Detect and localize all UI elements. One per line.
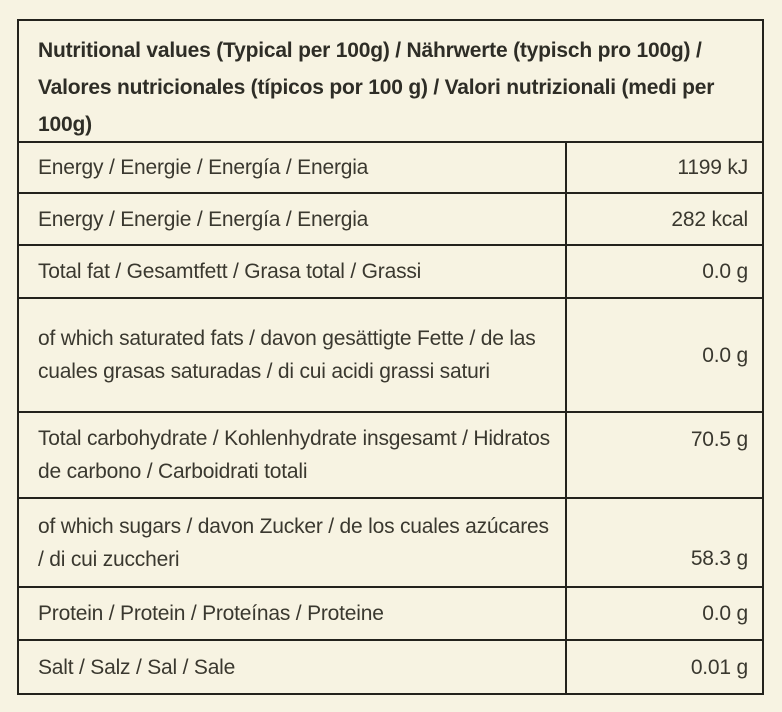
table-row-energy-kj: Energy / Energie / Energía / Energia 119… [19, 141, 762, 192]
row-label: Total fat / Gesamtfett / Grasa total / G… [38, 260, 422, 283]
nutrition-table: Nutritional values (Typical per 100g) / … [17, 19, 764, 695]
row-value: 1199 kJ [565, 143, 762, 192]
table-row-salt: Salt / Salz / Sal / Sale 0.01 g [19, 639, 762, 693]
nutrition-table-header: Nutritional values (Typical per 100g) / … [38, 39, 715, 136]
row-value: 58.3 g [565, 499, 762, 586]
row-value: 0.01 g [565, 641, 762, 693]
table-row-total-fat: Total fat / Gesamtfett / Grasa total / G… [19, 244, 762, 297]
row-label: Energy / Energie / Energía / Energia [38, 207, 369, 231]
table-row-carbohydrate: Total carbohydrate / Kohlenhydrate insge… [19, 411, 762, 497]
row-label: Salt / Salz / Sal / Sale [38, 655, 236, 679]
table-row-protein: Protein / Protein / Proteínas / Proteine… [19, 586, 762, 639]
row-label: of which sugars / davon Zucker / de los … [38, 514, 549, 571]
table-row-energy-kcal: Energy / Energie / Energía / Energia 282… [19, 192, 762, 244]
row-value: 70.5 g [565, 413, 762, 497]
row-value: 0.0 g [565, 299, 762, 411]
table-row-sugars: of which sugars / davon Zucker / de los … [19, 497, 762, 586]
row-value: 0.0 g [565, 246, 762, 297]
row-label: Total carbohydrate / Kohlenhydrate insge… [38, 427, 550, 483]
row-value: 0.0 g [565, 588, 762, 639]
table-row-saturated-fats: of which saturated fats / davon gesättig… [19, 297, 762, 411]
row-label: Energy / Energie / Energía / Energia [38, 156, 369, 179]
row-label: Protein / Protein / Proteínas / Proteine [38, 602, 384, 625]
row-label: of which saturated fats / davon gesättig… [38, 327, 536, 383]
row-value: 282 kcal [565, 194, 762, 244]
